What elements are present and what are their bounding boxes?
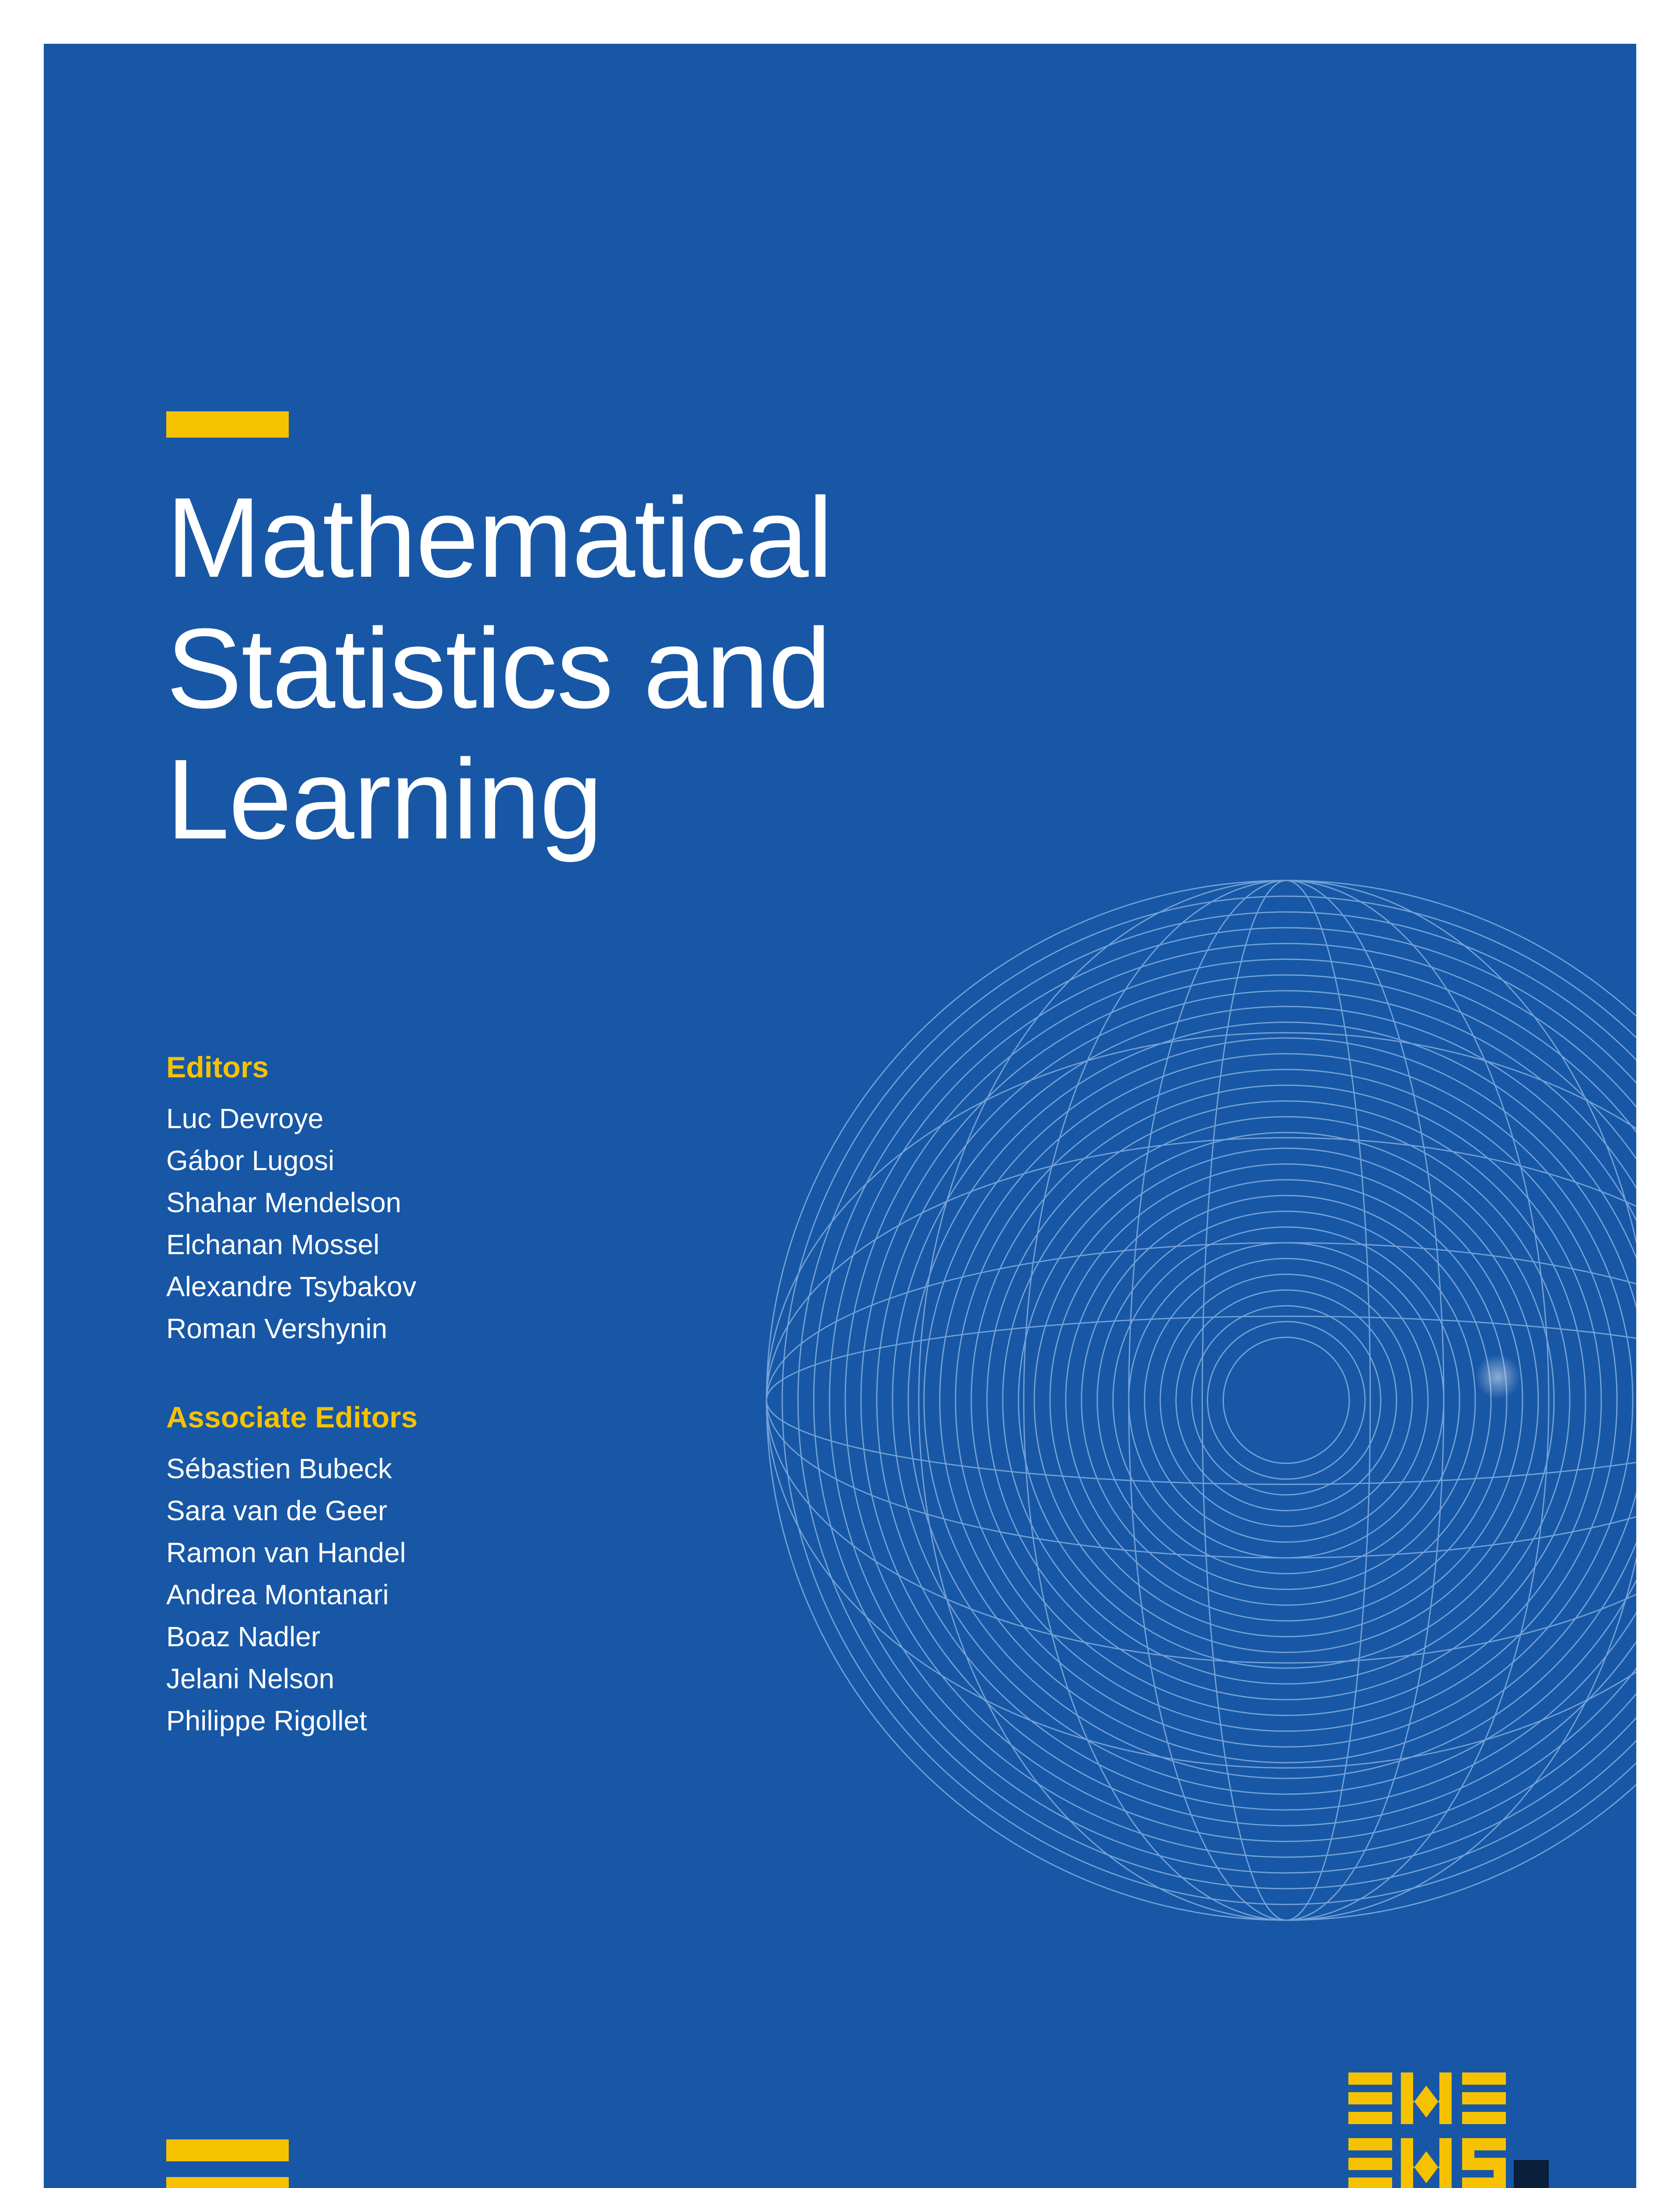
associate-editors-section: Associate Editors Sébastien Bubeck Sara …	[166, 1400, 417, 1742]
accent-bar	[166, 2177, 289, 2188]
journal-cover: Mathematical Statistics and Learning Edi…	[44, 44, 1636, 2188]
editor-name: Alexandre Tsybakov	[166, 1266, 416, 1308]
journal-title: Mathematical Statistics and Learning	[166, 473, 832, 865]
associate-editor-name: Jelani Nelson	[166, 1658, 417, 1700]
associate-editor-name: Philippe Rigollet	[166, 1700, 417, 1742]
associate-editors-heading: Associate Editors	[166, 1400, 417, 1434]
associate-editor-name: Andrea Montanari	[166, 1574, 417, 1616]
publisher-logo: PRESS	[1348, 2072, 1549, 2188]
associate-editor-name: Sébastien Bubeck	[166, 1448, 417, 1490]
sphere-pattern-graphic	[761, 875, 1636, 1925]
logo-ems-mark	[1348, 2072, 1549, 2188]
ems-logo-icon	[1348, 2072, 1506, 2188]
associate-editor-name: Sara van de Geer	[166, 1490, 417, 1532]
editor-name: Shahar Mendelson	[166, 1182, 416, 1224]
editors-heading: Editors	[166, 1050, 416, 1084]
title-line-2: Statistics and	[166, 603, 832, 734]
editor-name: Gábor Lugosi	[166, 1140, 416, 1182]
editor-name: Roman Vershynin	[166, 1308, 416, 1350]
editor-name: Elchanan Mossel	[166, 1224, 416, 1266]
associate-editor-name: Ramon van Handel	[166, 1532, 417, 1574]
editors-section: Editors Luc Devroye Gábor Lugosi Shahar …	[166, 1050, 416, 1350]
logo-square-icon	[1514, 2160, 1549, 2188]
editor-name: Luc Devroye	[166, 1098, 416, 1140]
title-line-1: Mathematical	[166, 473, 832, 603]
accent-bar	[166, 2139, 289, 2161]
accent-bars-bottom	[166, 2139, 289, 2188]
associate-editor-name: Boaz Nadler	[166, 1616, 417, 1658]
accent-bar-top	[166, 411, 289, 438]
title-line-3: Learning	[166, 734, 832, 865]
